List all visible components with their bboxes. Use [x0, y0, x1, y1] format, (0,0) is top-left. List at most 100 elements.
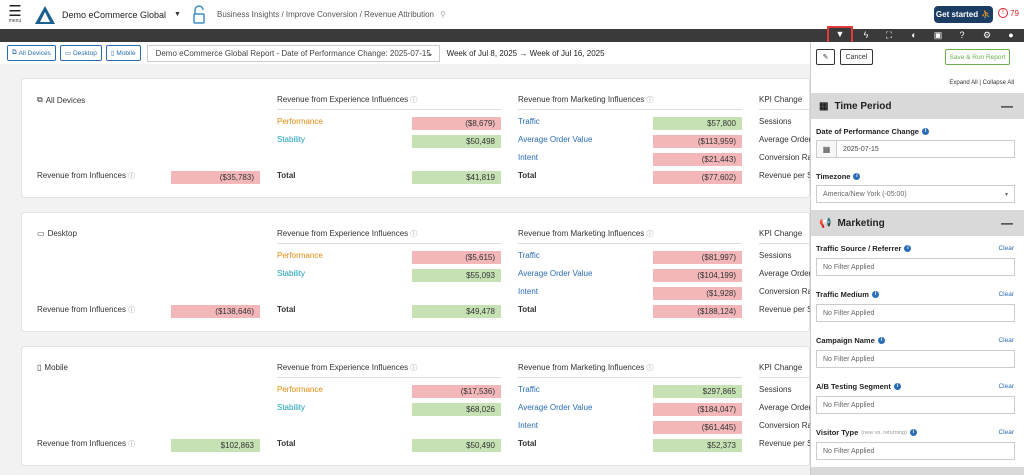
kpi-header: KPI Change [759, 95, 803, 104]
clear-link[interactable]: Clear [998, 291, 1014, 298]
cancel-button[interactable]: Cancel [840, 49, 873, 65]
info-icon[interactable]: i [909, 429, 917, 436]
info-icon[interactable]: ⓘ [128, 441, 136, 448]
mobile-button[interactable]: ▯ Mobile [105, 45, 141, 61]
marketing-header: Revenue from Marketing Influences ⓘ [518, 229, 654, 239]
card-title-text: All Devices [45, 95, 86, 105]
desktop-button[interactable]: ▭ Desktop [59, 45, 102, 61]
info-icon[interactable]: i [877, 337, 885, 344]
unlock-icon[interactable] [191, 4, 207, 25]
info-icon[interactable]: ⓘ [410, 231, 418, 238]
experience-row-label[interactable]: Stability [277, 269, 306, 278]
user-icon[interactable]: ● [1008, 30, 1014, 40]
marketing-row-label[interactable]: Intent [518, 421, 539, 430]
get-started-button[interactable]: Get started ⛹ [934, 6, 993, 23]
marketing-row-label[interactable]: Traffic [518, 251, 540, 260]
brand-name[interactable]: Demo eCommerce Global [62, 9, 167, 20]
pin-icon[interactable]: ⚲ [439, 10, 446, 19]
menu-button[interactable]: ☰ menu [4, 0, 26, 29]
kpi-label: Conversion Rate [759, 287, 819, 296]
brand-dropdown-icon[interactable]: ▼ [174, 11, 181, 18]
filter-label: A/B Testing Segment i [816, 382, 901, 391]
experience-row-label[interactable]: Performance [277, 385, 323, 394]
info-icon[interactable]: ⓘ [646, 97, 654, 104]
app-logo[interactable] [34, 5, 56, 25]
all-devices-label: All Devices [18, 49, 51, 57]
alert-count: 79 [1010, 8, 1019, 18]
marketing-row-label[interactable]: Traffic [518, 117, 540, 126]
alerts-indicator[interactable]: ! 79 [998, 8, 1019, 18]
marketing-row-value: $57,800 [653, 117, 742, 130]
info-icon[interactable]: ⓘ [410, 365, 418, 372]
experience-row-value: $50,498 [412, 135, 501, 148]
experience-row-label[interactable]: Stability [277, 135, 306, 144]
info-icon[interactable]: ⓘ [410, 97, 418, 104]
calendar-icon: ▦ [819, 100, 829, 112]
device-card: ▭ Desktop Revenue from Experience Influenc… [21, 212, 821, 332]
experience-row-label[interactable]: Performance [277, 117, 323, 126]
kpi-label: Average Order V [759, 269, 819, 278]
gear-icon[interactable]: ⚙ [982, 30, 992, 40]
experience-header-text: Revenue from Experience Influences [277, 95, 409, 104]
edit-button[interactable]: ✎ [816, 49, 835, 65]
marketing-label: Marketing [837, 217, 885, 229]
info-icon[interactable]: i [853, 173, 861, 180]
info-icon[interactable]: ⓘ [646, 231, 654, 238]
week-range: Week of Jul 8, 2025 → Week of Jul 16, 20… [446, 48, 605, 58]
clear-link[interactable]: Clear [998, 383, 1014, 390]
experience-row-label[interactable]: Performance [277, 251, 323, 260]
info-icon[interactable]: i [904, 245, 912, 252]
marketing-row-label[interactable]: Average Order Value [518, 403, 593, 412]
date-input[interactable]: ▦ 2025-07-15 [816, 140, 1015, 158]
filter-placeholder: No Filter Applied [823, 309, 875, 317]
clear-link[interactable]: Clear [998, 245, 1014, 252]
contrast-icon[interactable]: ◐ [911, 30, 917, 40]
clear-link[interactable]: Clear [998, 429, 1014, 436]
kpi-label: Conversion Rate [759, 153, 819, 162]
fullscreen-icon[interactable]: ⛶ [885, 30, 893, 40]
breadcrumb: Business Insights / Improve Conversion /… [216, 10, 434, 19]
monitor-icon: ▭ [64, 50, 71, 57]
collapse-icon[interactable]: — [1001, 216, 1013, 230]
info-panel-icon[interactable]: ▣ [933, 30, 943, 40]
marketing-row-label[interactable]: Traffic [518, 385, 540, 394]
experience-row-label[interactable]: Stability [277, 403, 306, 412]
marketing-row-label[interactable]: Average Order Value [518, 269, 593, 278]
info-icon[interactable]: i [921, 128, 929, 135]
clear-link[interactable]: Clear [998, 337, 1014, 344]
save-run-button[interactable]: Save & Run Report [945, 49, 1010, 65]
section-marketing[interactable]: 📢 Marketing — [811, 210, 1024, 236]
filter-input[interactable]: No Filter Applied [816, 442, 1015, 460]
collapse-icon[interactable]: — [1001, 99, 1013, 113]
filter-input[interactable]: No Filter Applied [816, 304, 1015, 322]
section-next[interactable] [811, 467, 1024, 475]
filter-input[interactable]: No Filter Applied [816, 350, 1015, 368]
help-icon[interactable]: ? [959, 30, 965, 40]
expand-collapse-links[interactable]: Expand All | Collapse All [949, 80, 1014, 86]
filter-label: Traffic Source / Referrer i [816, 244, 912, 253]
timezone-select[interactable]: America/New York (-05:00) ▾ [816, 185, 1015, 203]
filter-placeholder: No Filter Applied [823, 401, 875, 409]
devices-icon: ⧉ [37, 95, 43, 104]
marketing-total-value: ($188,124) [653, 305, 742, 318]
filter-input[interactable]: No Filter Applied [816, 396, 1015, 414]
info-icon[interactable]: ⓘ [128, 173, 136, 180]
timezone-label: Timezone i [816, 172, 861, 181]
marketing-row-label[interactable]: Average Order Value [518, 135, 593, 144]
info-icon[interactable]: ⓘ [128, 307, 136, 314]
report-select[interactable]: Demo eCommerce Global Report - Date of P… [146, 44, 440, 62]
lightning-icon[interactable]: ϟ [863, 30, 869, 40]
filter-input[interactable]: No Filter Applied [816, 258, 1015, 276]
info-icon[interactable]: ⓘ [646, 365, 654, 372]
all-devices-button[interactable]: ⧉ All Devices [7, 45, 56, 61]
experience-header: Revenue from Experience Influences ⓘ [277, 229, 417, 239]
marketing-total-label: Total [518, 439, 537, 448]
marketing-row-label[interactable]: Intent [518, 153, 539, 162]
info-icon[interactable]: i [871, 291, 879, 298]
marketing-row-label[interactable]: Intent [518, 287, 539, 296]
info-icon[interactable]: i [893, 383, 901, 390]
filter-label-text: Visitor Type [816, 428, 859, 437]
filter-label-text: Traffic Medium [816, 290, 869, 299]
section-time-period[interactable]: ▦ Time Period — [811, 93, 1024, 119]
marketing-header: Revenue from Marketing Influences ⓘ [518, 363, 654, 373]
